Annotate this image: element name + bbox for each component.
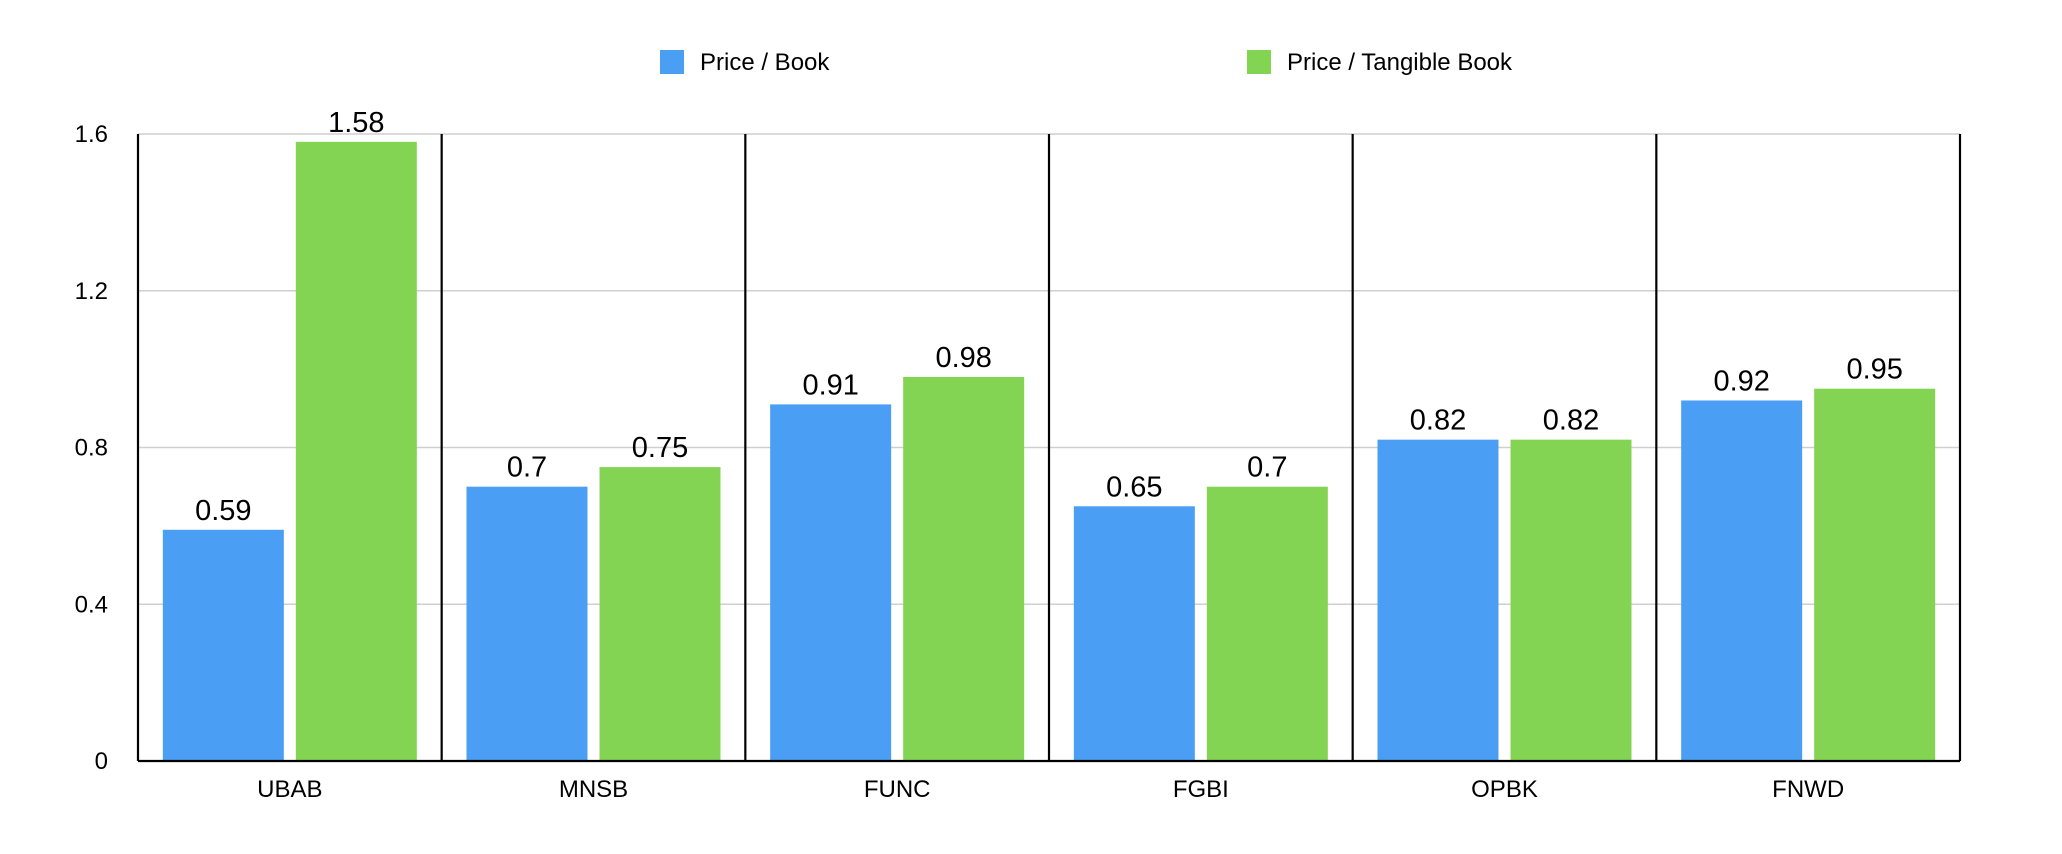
legend: Price / Book Price / Tangible Book	[660, 49, 1513, 76]
bar	[1377, 439, 1499, 761]
bar	[770, 404, 892, 761]
legend-swatch	[660, 50, 684, 74]
y-tick-label: 0.8	[75, 435, 108, 462]
data-label: 0.7	[1247, 452, 1287, 484]
data-label: 0.98	[935, 342, 991, 374]
x-tick-label: OPBK	[1471, 776, 1538, 803]
bar	[903, 376, 1025, 761]
bar	[599, 467, 721, 761]
data-label: 0.65	[1106, 471, 1162, 503]
bar	[1206, 486, 1328, 761]
bar	[466, 486, 588, 761]
legend-item: Price / Tangible Book	[1247, 49, 1513, 76]
legend-label: Price / Tangible Book	[1287, 49, 1513, 76]
bar	[1510, 439, 1632, 761]
data-label: 0.75	[632, 432, 688, 464]
x-tick-label: FGBI	[1173, 776, 1229, 803]
x-tick-label: MNSB	[559, 776, 628, 803]
x-tick-label: FUNC	[864, 776, 931, 803]
y-tick-label: 1.6	[75, 121, 108, 148]
bar	[295, 141, 417, 761]
labels: 0 0.4 0.8 1.2 1.6 0.59 1.58 UBAB 0.7 0.75 MNSB 0.91…	[75, 107, 1903, 803]
x-tick-label: FNWD	[1772, 776, 1844, 803]
legend-label: Price / Book	[700, 49, 830, 76]
data-label: 0.91	[802, 369, 858, 401]
bar	[1681, 400, 1803, 761]
y-tick-label: 1.2	[75, 278, 108, 305]
data-label: 0.82	[1543, 405, 1599, 437]
data-label: 0.59	[195, 495, 251, 527]
bars	[162, 141, 1936, 761]
axes-frame	[136, 134, 1962, 763]
bar	[1814, 388, 1936, 761]
legend-swatch	[1247, 50, 1271, 74]
data-label: 0.92	[1713, 365, 1769, 397]
data-label: 0.7	[507, 452, 547, 484]
y-tick-label: 0	[95, 748, 108, 775]
data-label: 0.82	[1410, 405, 1466, 437]
bar	[162, 529, 284, 761]
data-label: 0.95	[1846, 354, 1902, 386]
bar	[1073, 506, 1195, 761]
data-label: 1.58	[328, 107, 384, 139]
y-tick-label: 0.4	[75, 591, 108, 618]
x-tick-label: UBAB	[257, 776, 322, 803]
legend-item: Price / Book	[660, 49, 830, 76]
